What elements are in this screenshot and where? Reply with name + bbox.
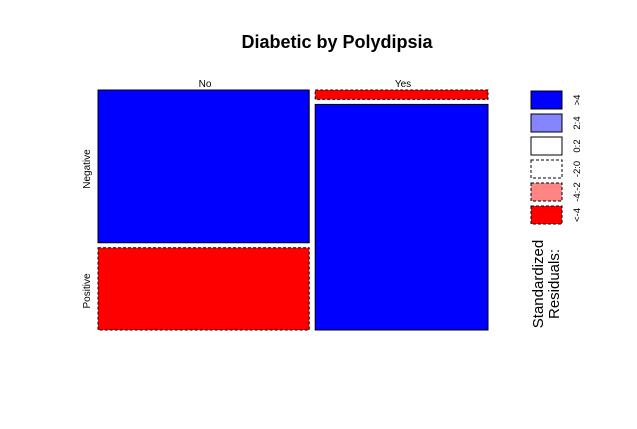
legend-swatch-gt4 (530, 90, 563, 110)
legend-title-line-1: Standardized (530, 240, 547, 328)
legend-label-2-4: 2:4 (572, 116, 583, 129)
legend-label-neg2-0: -2:0 (572, 161, 583, 177)
legend-label-lt-neg4: <-4 (572, 208, 583, 222)
tile-no-negative (97, 89, 310, 244)
legend-swatch-lt-neg4 (530, 205, 563, 225)
column-label-no: No (199, 79, 212, 90)
row-label-positive: Positive (82, 273, 93, 308)
legend: >4 2:4 0:2 -2:0 -4:-2 <-4 Standardized R… (530, 90, 583, 328)
tile-yes-positive (314, 103, 489, 331)
tile-no-positive (97, 247, 310, 331)
legend-title-line-2: Residuals: (546, 249, 563, 319)
legend-swatch-neg4-neg2 (530, 182, 563, 202)
legend-swatch-2-4 (530, 113, 563, 133)
chart-title: Diabetic by Polydipsia (241, 32, 433, 52)
legend-label-0-2: 0:2 (572, 139, 583, 152)
legend-label-gt4: >4 (572, 95, 583, 106)
row-label-negative: Negative (82, 149, 93, 189)
mosaic-tiles (97, 89, 489, 331)
legend-swatch-neg2-0 (530, 159, 563, 179)
legend-swatch-0-2 (530, 136, 563, 156)
tile-yes-negative (314, 89, 489, 100)
column-label-yes: Yes (395, 79, 411, 90)
legend-label-neg4-neg2: -4:-2 (572, 182, 583, 202)
